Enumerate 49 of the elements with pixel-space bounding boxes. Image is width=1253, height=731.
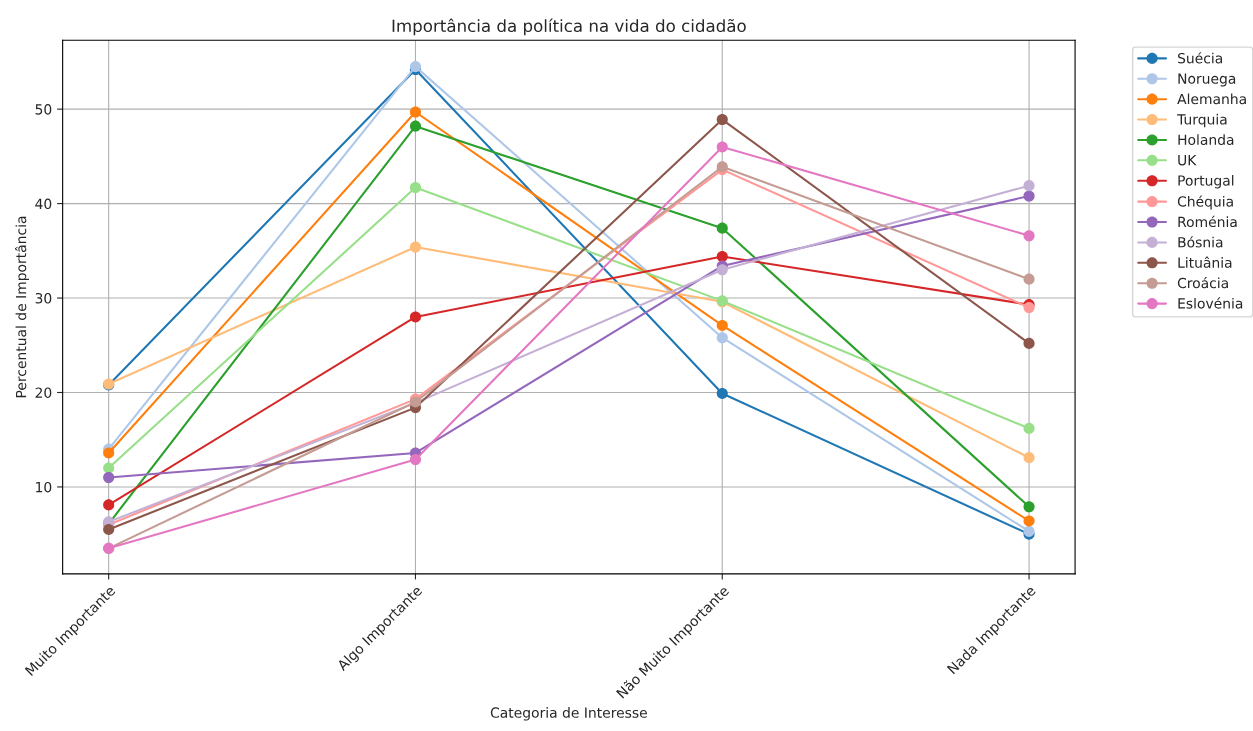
y-tick-label: 40 <box>35 198 52 210</box>
point <box>716 113 728 126</box>
point <box>716 387 728 399</box>
point <box>1023 422 1035 434</box>
legend-label: Roménia <box>1178 215 1237 228</box>
legend-label: Bósnia <box>1178 236 1223 248</box>
legend-label: UK <box>1178 155 1197 166</box>
legend-label: Croácia <box>1177 276 1228 289</box>
point <box>103 471 115 484</box>
legend-label: Suécia <box>1178 52 1222 64</box>
y-axis-title: Percentual de Importância <box>15 216 29 398</box>
point <box>1023 180 1035 192</box>
point <box>716 222 728 234</box>
point <box>1023 515 1035 527</box>
point <box>103 499 115 511</box>
y-tick-label: 10 <box>36 481 52 493</box>
legend-label: Alemanha <box>1177 93 1246 105</box>
point <box>409 454 422 466</box>
point <box>716 250 728 263</box>
legend-label: Turquia <box>1177 113 1227 128</box>
point <box>409 106 422 118</box>
point <box>1023 190 1035 202</box>
x-axis-title: Categoria de Interesse <box>490 707 647 721</box>
point <box>1023 337 1035 349</box>
point <box>1023 501 1035 513</box>
point <box>1023 230 1035 242</box>
y-tick-label: 20 <box>35 387 52 398</box>
point <box>716 332 728 344</box>
y-tick-label: 30 <box>35 293 52 304</box>
point <box>409 311 422 323</box>
legend-label: Noruega <box>1178 73 1236 87</box>
y-tick-label: 50 <box>35 104 52 115</box>
point <box>103 523 115 535</box>
chart-title: Importância da política na vida do cidadão <box>392 18 746 36</box>
legend-label: Eslovénia <box>1178 297 1243 309</box>
legend-label: Lituânia <box>1178 256 1232 268</box>
legend-label: Portugal <box>1178 175 1234 189</box>
point <box>1023 452 1035 464</box>
legend-label: Chéquia <box>1177 195 1233 210</box>
point <box>716 264 728 276</box>
point <box>716 141 728 153</box>
point <box>409 181 422 194</box>
point <box>103 462 115 474</box>
point <box>103 447 115 459</box>
point <box>1023 273 1035 285</box>
legend-label: Holanda <box>1178 134 1234 145</box>
point <box>409 241 422 253</box>
point <box>716 319 728 331</box>
point <box>409 120 422 132</box>
